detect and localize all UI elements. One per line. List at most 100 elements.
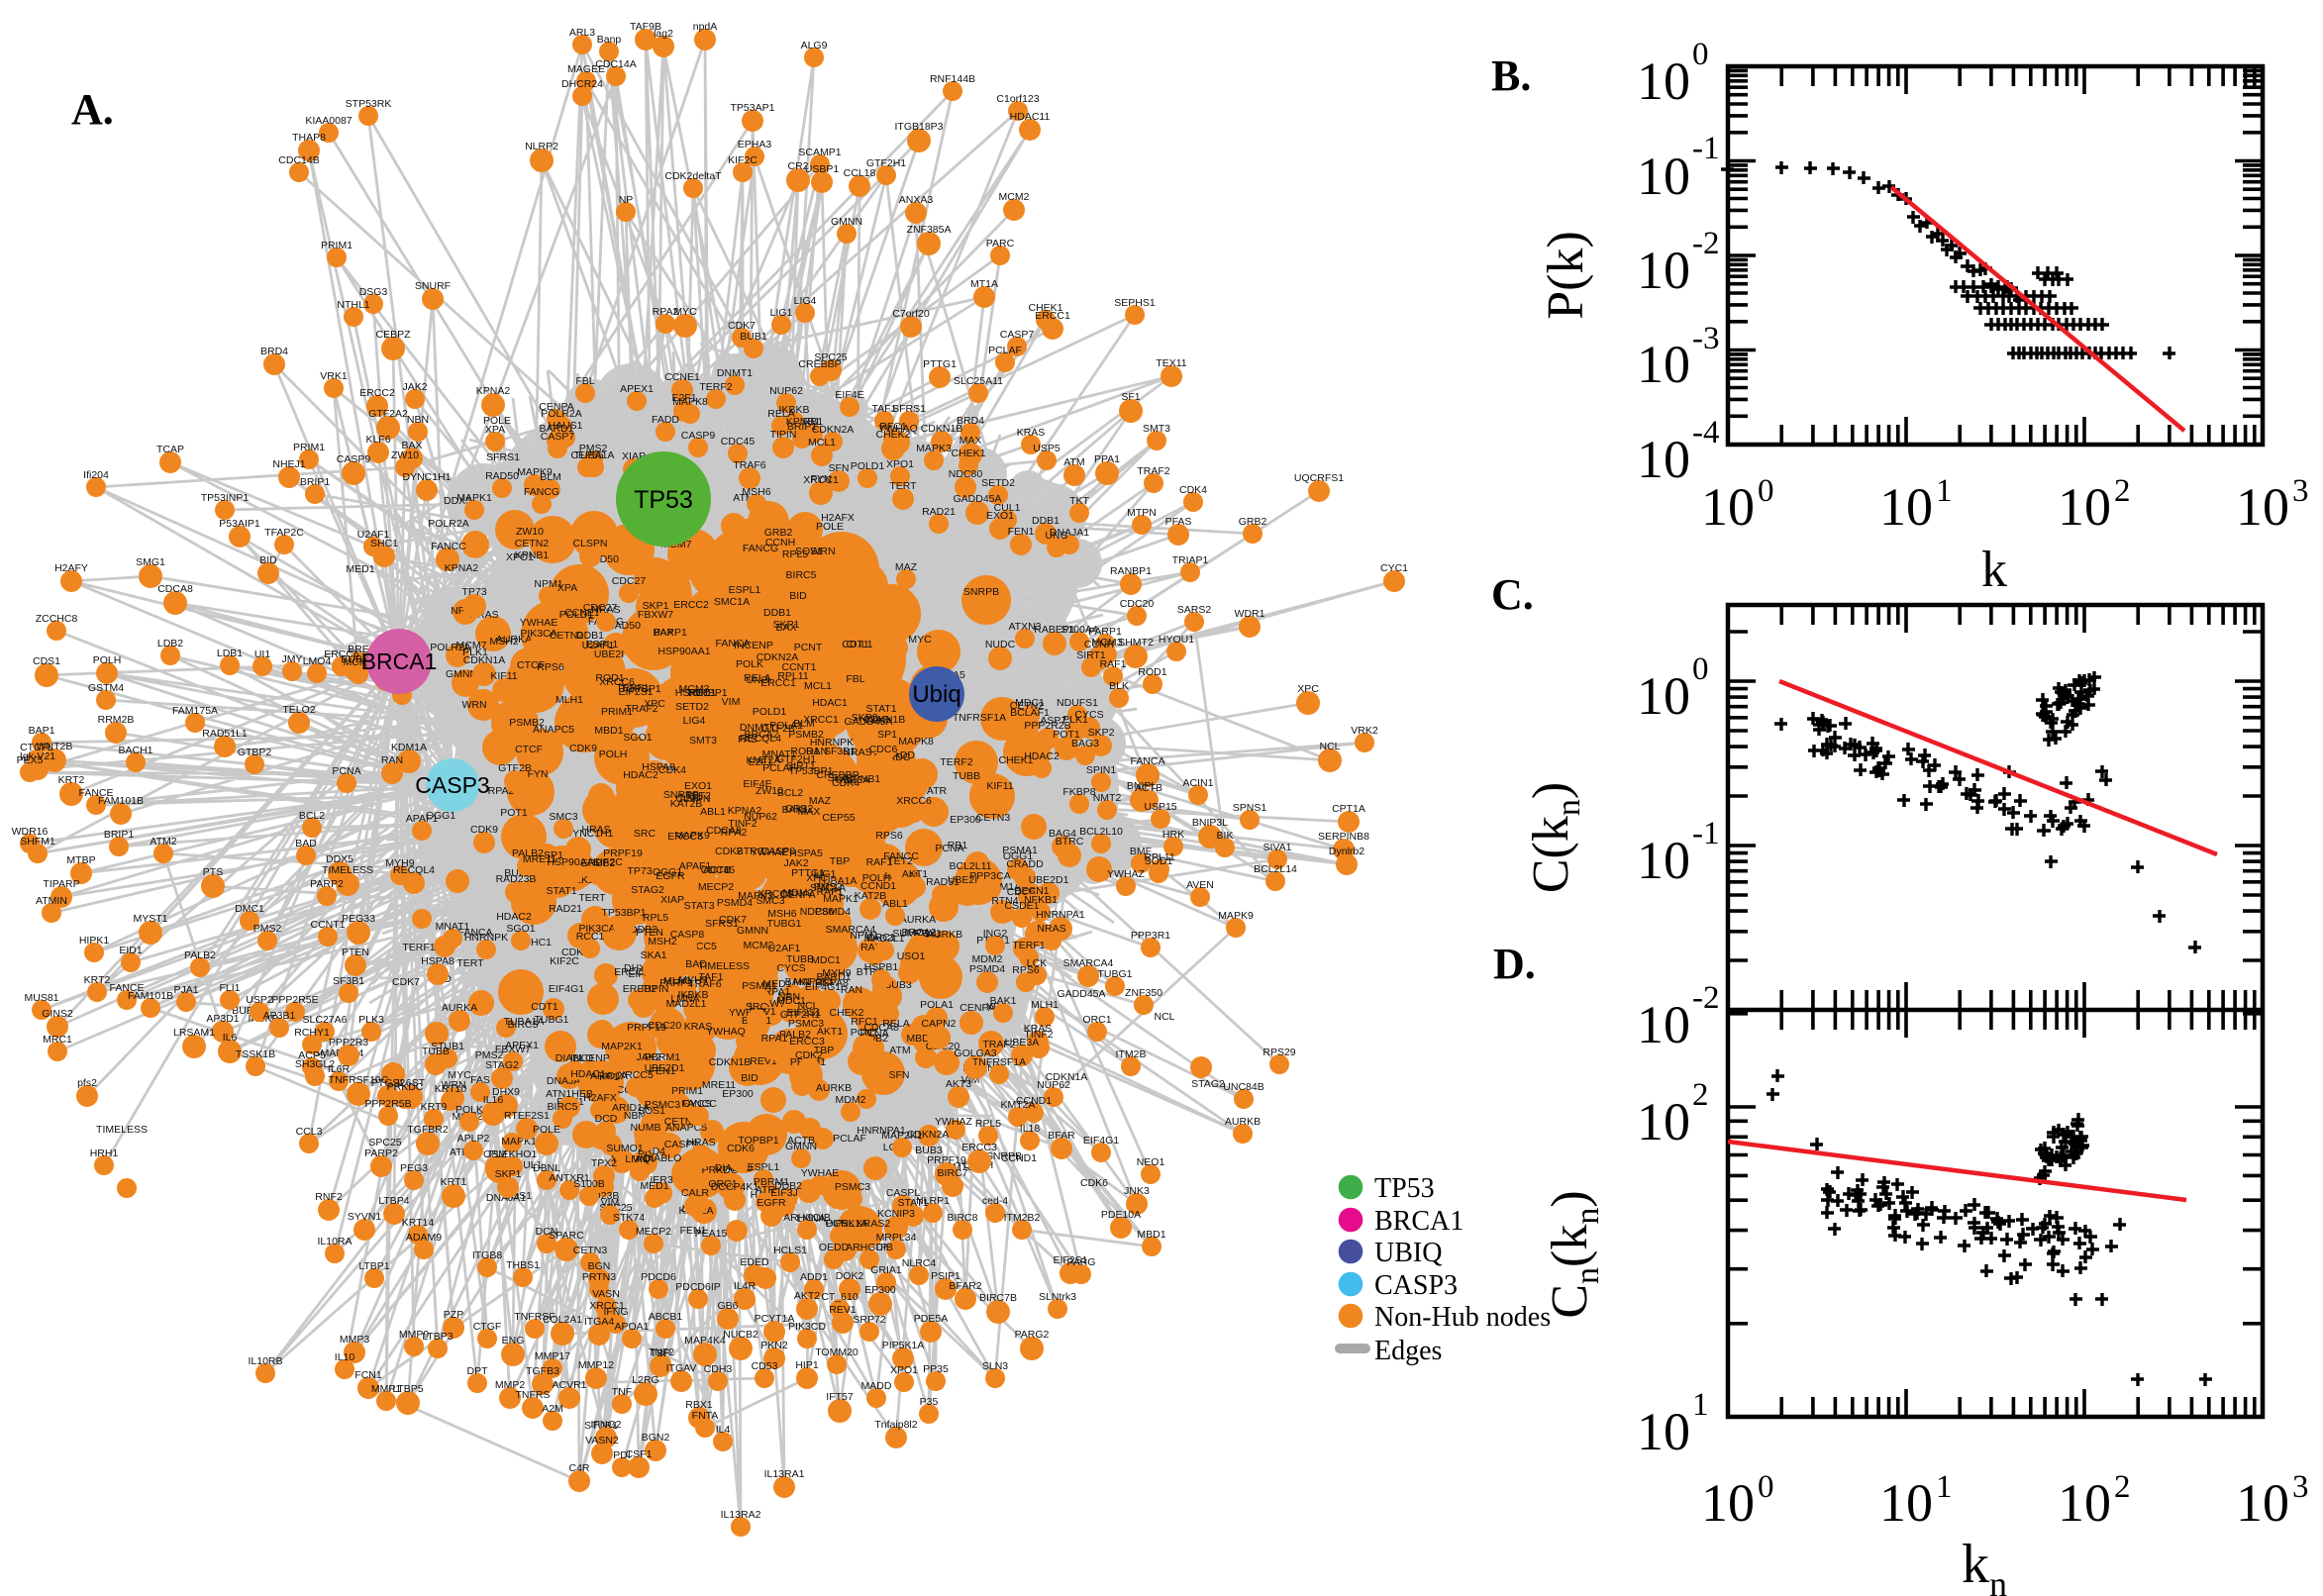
svg-text:USBP1: USBP1 bbox=[805, 163, 840, 175]
svg-text:SNRPB: SNRPB bbox=[963, 586, 999, 598]
svg-text:FYN: FYN bbox=[811, 473, 832, 485]
svg-text:MAP2K1: MAP2K1 bbox=[881, 1130, 923, 1142]
svg-text:MYST1: MYST1 bbox=[133, 913, 167, 925]
svg-text:NP: NP bbox=[619, 194, 634, 206]
svg-text:CDK4: CDK4 bbox=[1179, 484, 1207, 496]
svg-text:CDKN2A: CDKN2A bbox=[757, 651, 799, 663]
svg-text:OGG1: OGG1 bbox=[1003, 850, 1034, 862]
svg-text:FBL: FBL bbox=[575, 375, 594, 387]
svg-text:10: 10 bbox=[1637, 1092, 1690, 1151]
svg-text:BGN2: BGN2 bbox=[642, 1432, 670, 1444]
svg-text:PEX5: PEX5 bbox=[17, 754, 44, 766]
svg-text:PRTN3: PRTN3 bbox=[582, 1271, 616, 1283]
svg-text:GADD45A: GADD45A bbox=[844, 716, 892, 728]
svg-text:APAF1: APAF1 bbox=[406, 813, 439, 825]
svg-text:PCYT1A: PCYT1A bbox=[755, 1313, 795, 1325]
svg-text:NEO1: NEO1 bbox=[1137, 1156, 1165, 1168]
svg-text:CLSPN: CLSPN bbox=[572, 538, 607, 549]
svg-text:ZW10: ZW10 bbox=[391, 449, 419, 461]
svg-text:MRE11: MRE11 bbox=[702, 1079, 736, 1091]
svg-text:PRPF19: PRPF19 bbox=[603, 848, 643, 859]
svg-text:NUP62: NUP62 bbox=[1037, 1079, 1070, 1091]
svg-text:IL13RA1: IL13RA1 bbox=[764, 1468, 805, 1480]
svg-text:PCNA: PCNA bbox=[935, 843, 963, 854]
svg-text:EIF4E: EIF4E bbox=[835, 389, 863, 401]
svg-text:EIF4G1: EIF4G1 bbox=[549, 983, 584, 995]
svg-text:CCND1: CCND1 bbox=[1016, 1095, 1052, 1107]
svg-text:HYOU1: HYOU1 bbox=[1159, 634, 1194, 646]
svg-text:ATR: ATR bbox=[756, 1184, 776, 1196]
svg-text:U2AF1: U2AF1 bbox=[582, 640, 615, 651]
svg-text:RNF2: RNF2 bbox=[315, 1191, 343, 1203]
svg-text:SOD1: SOD1 bbox=[1145, 855, 1173, 867]
svg-text:C7orf20: C7orf20 bbox=[892, 308, 930, 320]
svg-text:POLA1: POLA1 bbox=[920, 999, 954, 1011]
svg-text:EXO1: EXO1 bbox=[684, 780, 712, 792]
svg-text:PBRM1: PBRM1 bbox=[645, 1051, 680, 1063]
svg-text:PDI: PDI bbox=[613, 1449, 631, 1461]
svg-text:KAT2B: KAT2B bbox=[670, 798, 702, 810]
svg-text:PEG33: PEG33 bbox=[342, 913, 375, 925]
svg-text:PIK3CD: PIK3CD bbox=[788, 1321, 826, 1333]
svg-text:SPC25: SPC25 bbox=[368, 1137, 401, 1148]
svg-text:YWHAQ: YWHAQ bbox=[706, 1026, 746, 1038]
svg-text:TUBA1A: TUBA1A bbox=[574, 449, 615, 461]
svg-text:PCNT: PCNT bbox=[851, 1027, 879, 1039]
svg-text:RAD23B: RAD23B bbox=[496, 873, 537, 885]
svg-text:RAD21: RAD21 bbox=[922, 506, 956, 518]
svg-text:FANCA: FANCA bbox=[457, 927, 492, 939]
svg-text:WRN: WRN bbox=[810, 546, 835, 557]
svg-text:KRAS: KRAS bbox=[1024, 1023, 1053, 1035]
svg-text:RPA2: RPA2 bbox=[721, 827, 748, 839]
svg-text:CDS1: CDS1 bbox=[33, 655, 60, 667]
svg-text:CASP3: CASP3 bbox=[415, 772, 489, 798]
svg-text:CCNE1: CCNE1 bbox=[564, 607, 600, 619]
svg-text:CCND1: CCND1 bbox=[860, 880, 896, 892]
svg-text:BRCA1: BRCA1 bbox=[361, 648, 438, 674]
svg-text:PARG: PARG bbox=[1067, 1256, 1096, 1268]
svg-text:ESPL1: ESPL1 bbox=[729, 584, 761, 596]
svg-text:LDB2: LDB2 bbox=[157, 638, 183, 649]
svg-text:UBE2I: UBE2I bbox=[594, 648, 624, 660]
svg-text:ARL3: ARL3 bbox=[569, 27, 595, 39]
svg-text:BCLAF1: BCLAF1 bbox=[1010, 707, 1050, 719]
svg-text:NUMB: NUMB bbox=[631, 1122, 661, 1134]
svg-text:PTEN: PTEN bbox=[342, 947, 369, 958]
svg-text:ERBB2: ERBB2 bbox=[623, 983, 657, 995]
svg-text:SYVN1: SYVN1 bbox=[348, 1211, 382, 1223]
svg-text:FANCG: FANCG bbox=[524, 486, 559, 498]
svg-text:TEX11: TEX11 bbox=[1156, 357, 1186, 369]
svg-text:L2RG: L2RG bbox=[632, 1374, 658, 1386]
svg-text:STAT1: STAT1 bbox=[865, 703, 896, 715]
svg-text:CASP9: CASP9 bbox=[664, 1139, 699, 1150]
svg-text:ACVR1: ACVR1 bbox=[552, 1379, 586, 1391]
svg-text:10: 10 bbox=[2236, 477, 2289, 537]
svg-text:ACTB: ACTB bbox=[787, 1135, 815, 1147]
svg-text:CYCS: CYCS bbox=[1074, 709, 1103, 721]
svg-text:MAPK1: MAPK1 bbox=[456, 492, 492, 504]
svg-text:CYCS: CYCS bbox=[682, 1098, 711, 1110]
svg-text:NTHL1: NTHL1 bbox=[337, 299, 369, 311]
svg-text:10: 10 bbox=[2236, 1473, 2289, 1533]
svg-text:KPNB1: KPNB1 bbox=[847, 773, 881, 785]
svg-text:KRT2: KRT2 bbox=[84, 974, 111, 986]
svg-text:H2AFX: H2AFX bbox=[821, 512, 855, 524]
svg-text:CDK6: CDK6 bbox=[1080, 1177, 1108, 1189]
svg-text:-1: -1 bbox=[1692, 131, 1720, 166]
svg-text:IL10: IL10 bbox=[335, 1351, 355, 1363]
svg-text:HDAC11: HDAC11 bbox=[1010, 111, 1051, 123]
svg-text:YWHAE: YWHAE bbox=[520, 617, 558, 629]
svg-text:SFRS1: SFRS1 bbox=[486, 451, 520, 463]
svg-text:ORC1: ORC1 bbox=[708, 1178, 737, 1190]
svg-text:FBXW7: FBXW7 bbox=[638, 609, 673, 621]
svg-text:TUBA1A: TUBA1A bbox=[504, 1016, 545, 1028]
svg-text:PMS2: PMS2 bbox=[475, 1049, 504, 1061]
svg-text:PDE5A: PDE5A bbox=[914, 1313, 948, 1325]
svg-text:ATMIN: ATMIN bbox=[36, 895, 67, 907]
svg-text:PCLAF: PCLAF bbox=[988, 345, 1022, 356]
svg-text:CHEK2: CHEK2 bbox=[875, 429, 910, 441]
svg-text:AKT3: AKT3 bbox=[946, 1078, 971, 1090]
svg-text:LIG1: LIG1 bbox=[814, 868, 837, 880]
svg-text:CASP7: CASP7 bbox=[1033, 715, 1067, 727]
svg-text:LIG1: LIG1 bbox=[680, 791, 703, 803]
